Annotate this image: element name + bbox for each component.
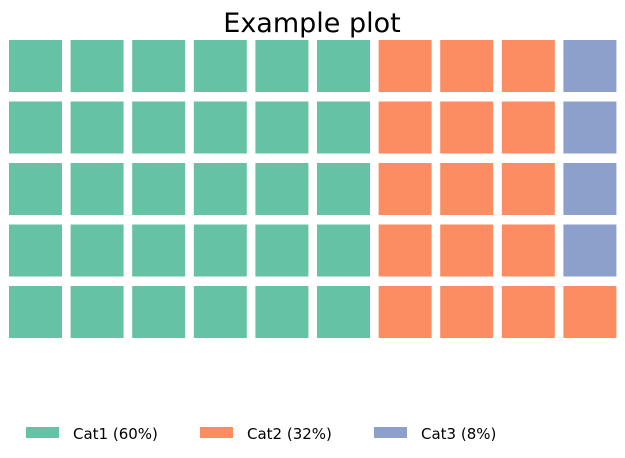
waffle-cell-cat1 (193, 40, 247, 92)
waffle-cell-cat1 (70, 286, 124, 338)
waffle-cell-cat1 (9, 163, 62, 215)
legend-label-cat2: Cat2 (32%) (247, 425, 332, 443)
waffle-cell-cat1 (317, 40, 370, 92)
waffle-cell-cat1 (132, 101, 186, 154)
waffle-cell-cat1 (317, 286, 370, 338)
waffle-cell-cat2 (378, 163, 432, 215)
waffle-cell-cat2 (501, 163, 555, 215)
waffle-cell-cat1 (132, 163, 186, 215)
waffle-cell-cat1 (255, 163, 309, 215)
waffle-cell-cat2 (378, 40, 432, 92)
waffle-cell-cat1 (317, 101, 370, 154)
waffle-cell-cat2 (501, 40, 555, 92)
waffle-cell-cat2 (378, 286, 432, 338)
waffle-cell-cat1 (132, 224, 186, 277)
legend-label-cat1: Cat1 (60%) (73, 425, 158, 443)
waffle-cell-cat3 (563, 40, 617, 92)
waffle-cell-cat3 (563, 101, 617, 154)
waffle-cell-cat1 (193, 286, 247, 338)
waffle-cell-cat1 (132, 40, 186, 92)
waffle-cell-cat1 (9, 101, 62, 154)
waffle-cell-cat1 (9, 40, 62, 92)
waffle-cell-cat1 (9, 224, 62, 277)
waffle-cell-cat1 (255, 286, 309, 338)
waffle-cell-cat1 (193, 163, 247, 215)
waffle-cell-cat1 (193, 101, 247, 154)
waffle-cell-cat1 (317, 163, 370, 215)
waffle-cell-cat2 (501, 101, 555, 154)
chart-title: Example plot (223, 8, 400, 39)
legend: Cat1 (60%) Cat2 (32%) Cat3 (8%) (26, 425, 496, 443)
waffle-cell-cat2 (563, 286, 617, 338)
waffle-cell-cat1 (132, 286, 186, 338)
legend-swatch-cat2 (200, 427, 233, 438)
waffle-cell-cat1 (255, 101, 309, 154)
waffle-cell-cat2 (440, 286, 494, 338)
waffle-cell-cat3 (563, 224, 617, 277)
waffle-cell-cat2 (378, 101, 432, 154)
waffle-cell-cat2 (501, 224, 555, 277)
waffle-cell-cat2 (501, 286, 555, 338)
waffle-cell-cat1 (9, 286, 62, 338)
waffle-cell-cat1 (255, 40, 309, 92)
legend-swatch-cat3 (374, 427, 407, 438)
legend-swatch-cat1 (26, 427, 59, 438)
waffle-cell-cat1 (70, 101, 124, 154)
waffle-cell-cat2 (378, 224, 432, 277)
waffle-cell-cat1 (70, 163, 124, 215)
waffle-cell-cat2 (440, 224, 494, 277)
waffle-cells (9, 40, 617, 338)
waffle-cell-cat1 (70, 224, 124, 277)
waffle-cell-cat3 (563, 163, 617, 215)
waffle-cell-cat2 (440, 101, 494, 154)
waffle-cell-cat1 (255, 224, 309, 277)
waffle-cell-cat1 (193, 224, 247, 277)
waffle-cell-cat2 (440, 40, 494, 92)
waffle-cell-cat1 (70, 40, 124, 92)
legend-label-cat3: Cat3 (8%) (421, 425, 496, 443)
waffle-cell-cat2 (440, 163, 494, 215)
waffle-cell-cat1 (317, 224, 370, 277)
